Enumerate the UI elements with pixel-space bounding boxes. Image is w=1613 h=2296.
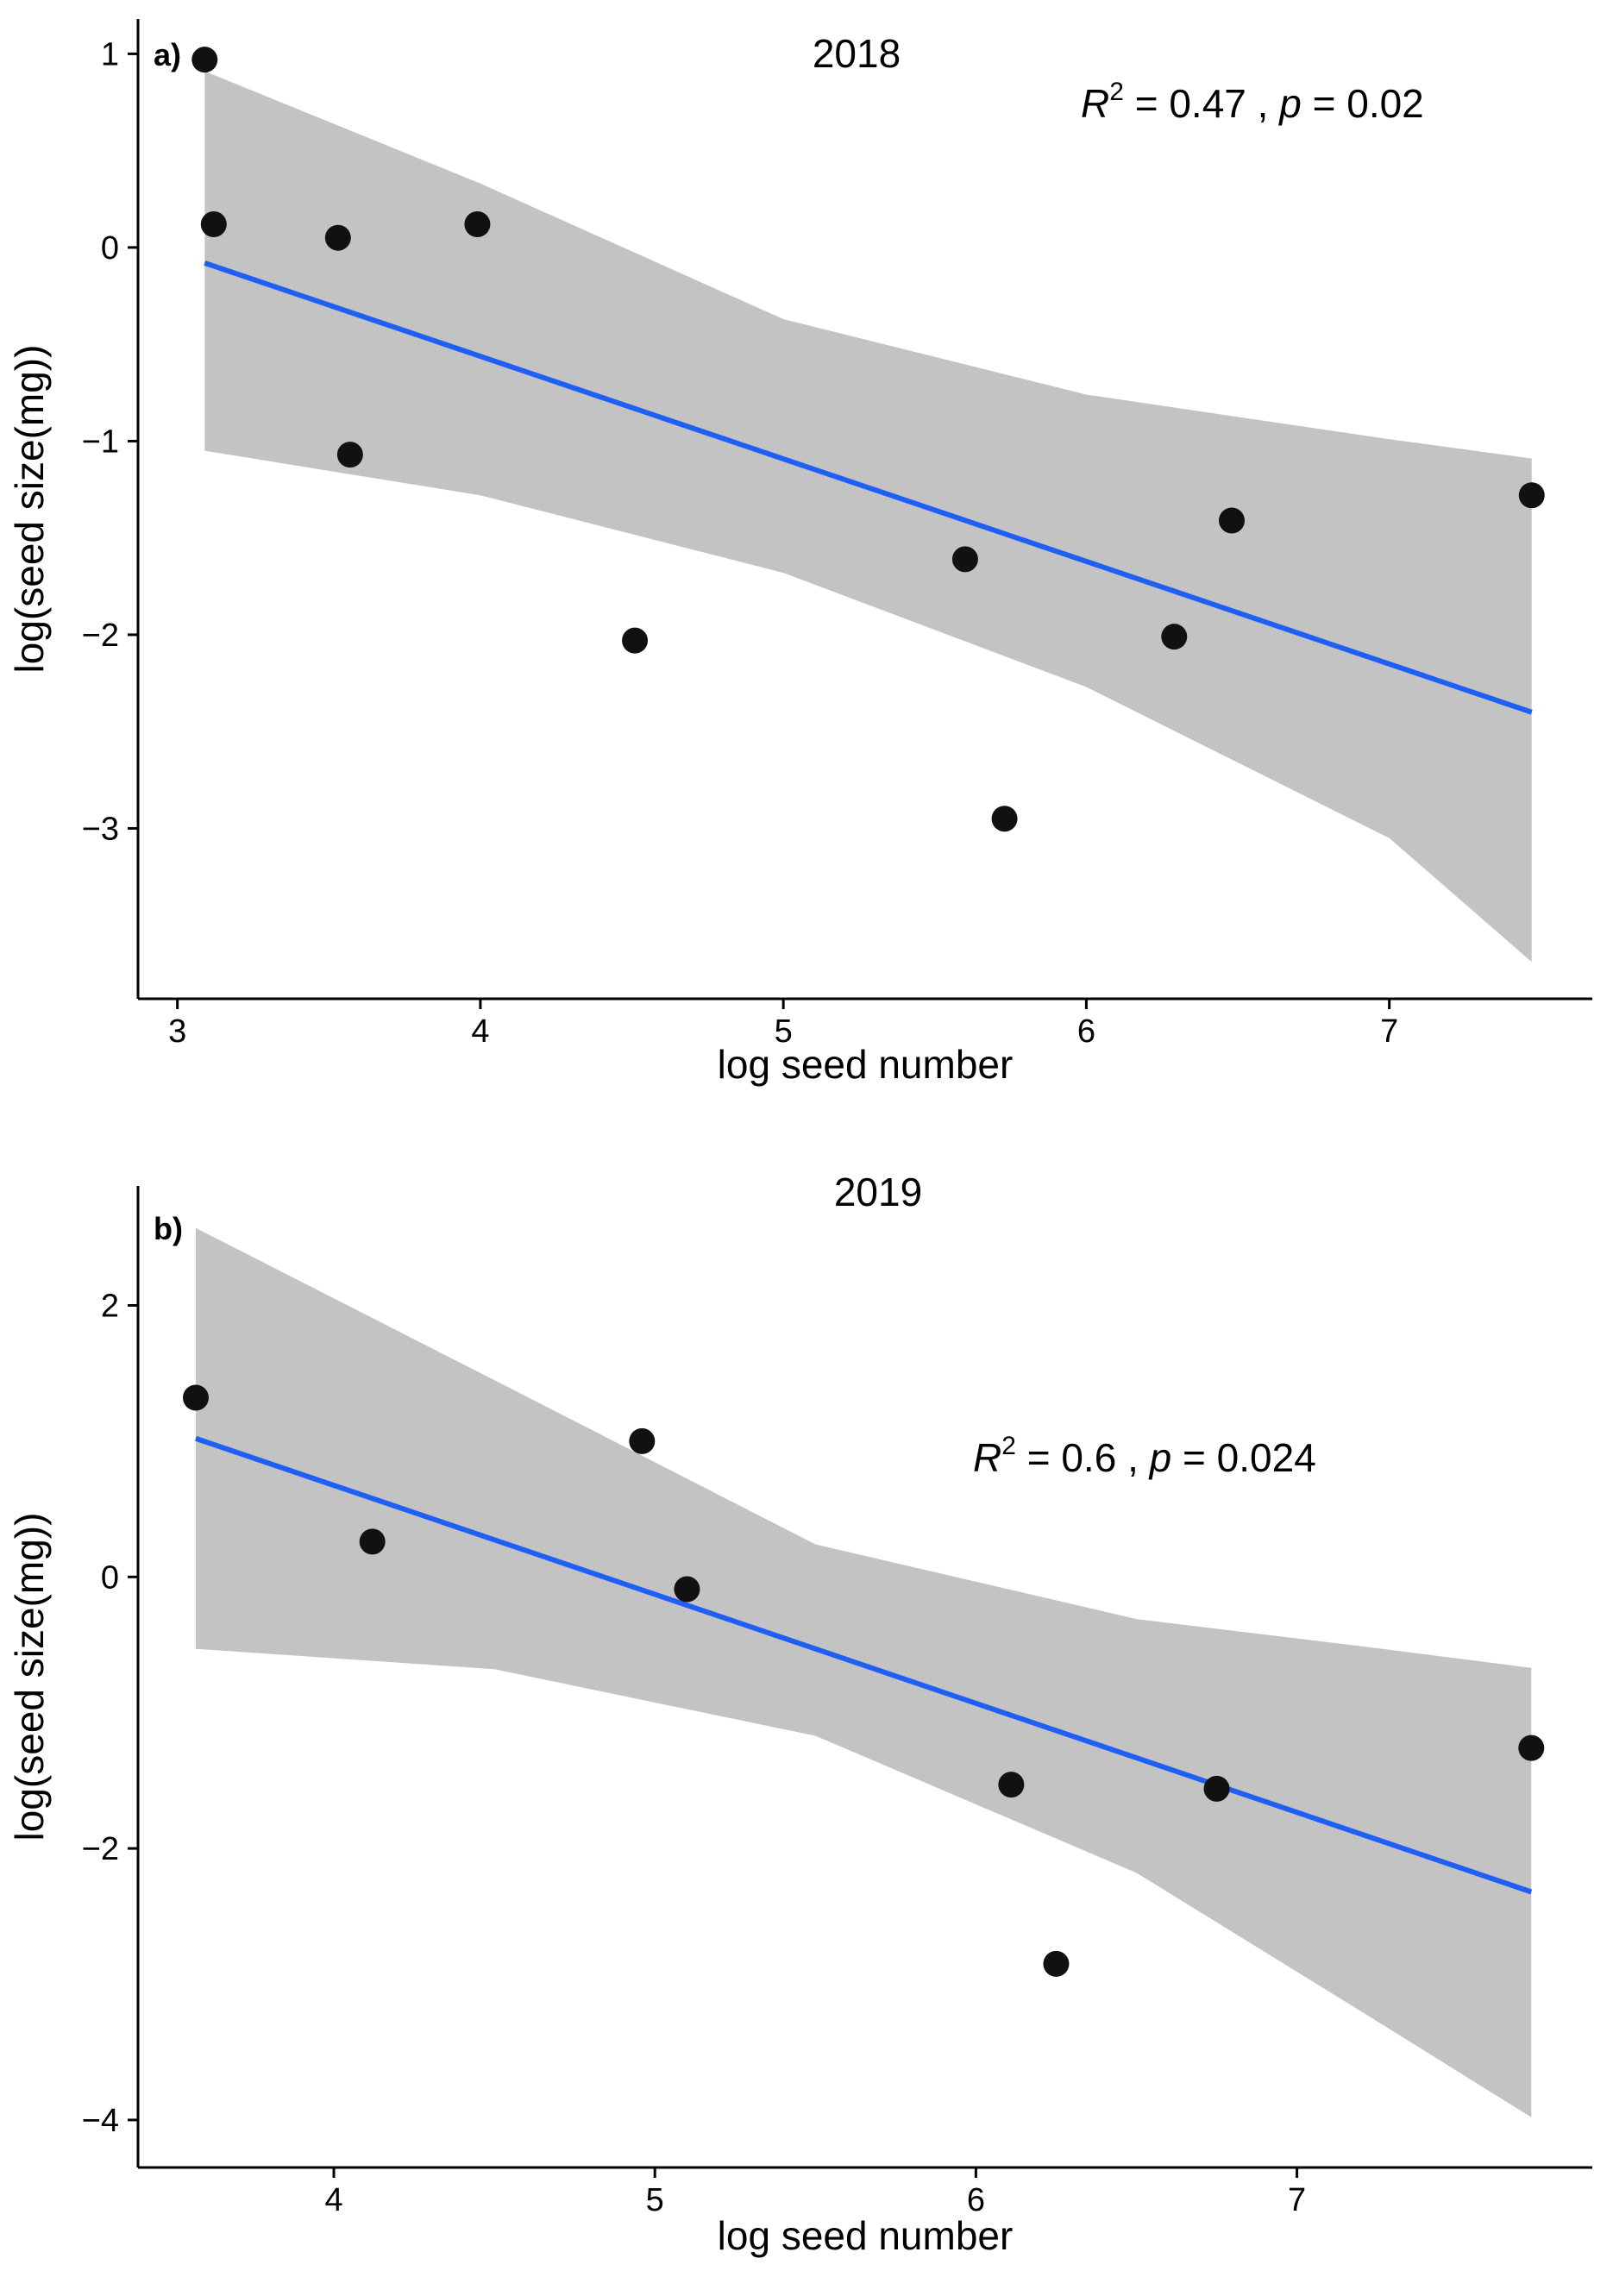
y-axis-title: log(seed size(mg)): [7, 345, 52, 674]
x-tick-label: 7: [1380, 1013, 1398, 1050]
x-tick-label: 4: [324, 2182, 342, 2218]
panel-2019: 4 5 6 7 2 0 −2 −4 log seed number log(seed size(m…: [7, 1170, 1592, 2258]
y-tick-label: −1: [82, 423, 119, 460]
data-point: [951, 546, 978, 573]
r-squared-exponent: 2: [1001, 1432, 1016, 1460]
y-tick-label: 0: [101, 230, 119, 267]
panel-label: a): [154, 37, 181, 72]
stats-annotation: R2 = 0.47 , p = 0.02: [1081, 78, 1424, 126]
stats-annotation: R2 = 0.6 , p = 0.024: [973, 1432, 1316, 1480]
x-tick-label: 3: [168, 1013, 186, 1050]
panel-2018: 3 4 5 6 7 1 0 −1 −2 −3 log seed number log(seed siz…: [7, 19, 1592, 1087]
p-value: = 0.02: [1302, 81, 1424, 126]
r-squared-symbol: R: [973, 1435, 1001, 1480]
data-point: [1043, 1950, 1070, 1977]
panel-title: 2018: [813, 31, 901, 76]
data-point: [1518, 482, 1545, 509]
data-point: [998, 1772, 1025, 1798]
x-tick-label: 6: [967, 2182, 985, 2218]
p-value: = 0.024: [1171, 1435, 1316, 1480]
y-tick-label: −2: [82, 618, 119, 654]
y-tick-label: 1: [101, 36, 119, 72]
data-point: [336, 442, 363, 468]
r-squared-symbol: R: [1081, 81, 1109, 126]
y-tick-label: −3: [82, 811, 119, 847]
data-point: [1219, 507, 1246, 534]
r-squared-value: = 0.6 ,: [1016, 1435, 1150, 1480]
data-point: [200, 210, 227, 237]
y-tick-label: −4: [82, 2103, 119, 2139]
x-tick-label: 5: [775, 1013, 793, 1050]
x-tick-label: 6: [1077, 1013, 1095, 1050]
y-tick-label: −2: [82, 1831, 119, 1867]
y-axis-title: log(seed size(mg)): [7, 1513, 52, 1841]
data-point: [991, 806, 1018, 832]
confidence-band: [204, 71, 1532, 963]
data-point: [629, 1427, 656, 1454]
x-axis-title: log seed number: [718, 2213, 1014, 2258]
data-point: [182, 1384, 209, 1411]
data-point: [1161, 624, 1188, 650]
panel-label: b): [154, 1211, 183, 1246]
data-point: [1518, 1735, 1545, 1761]
r-squared-exponent: 2: [1109, 78, 1124, 106]
r-squared-value: = 0.47 ,: [1124, 81, 1279, 126]
confidence-band: [196, 1227, 1532, 2117]
data-point: [464, 210, 491, 237]
data-point: [324, 224, 351, 251]
y-tick-label: 0: [101, 1559, 119, 1596]
data-point: [359, 1528, 386, 1555]
x-tick-label: 7: [1288, 2182, 1306, 2218]
x-tick-label: 4: [471, 1013, 489, 1050]
panel-title: 2019: [834, 1170, 922, 1214]
x-axis-title: log seed number: [718, 1042, 1014, 1087]
data-point: [674, 1576, 700, 1603]
p-symbol: p: [1148, 1435, 1172, 1480]
regression-line: [204, 260, 1533, 715]
regression-line: [195, 1435, 1533, 1895]
data-point: [191, 47, 218, 73]
p-symbol: p: [1277, 81, 1302, 126]
data-point: [1203, 1775, 1230, 1802]
y-tick-label: 2: [101, 1289, 119, 1325]
x-tick-label: 5: [646, 2182, 664, 2218]
data-point: [622, 627, 649, 654]
